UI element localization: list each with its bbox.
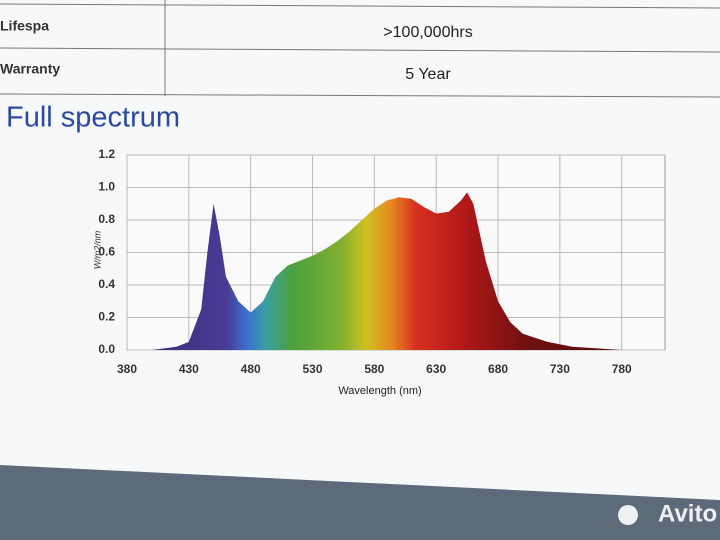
- x-tick-label: 480: [241, 362, 261, 376]
- y-tick-label: 1.2: [98, 147, 115, 161]
- watermark: Avito: [658, 500, 717, 527]
- row-label: Lifespa: [0, 18, 49, 34]
- y-tick-label: 0.4: [98, 277, 115, 291]
- y-tick-label: 0.2: [98, 310, 115, 324]
- x-tick-label: 630: [426, 362, 446, 376]
- watermark-logo: [618, 505, 638, 525]
- x-tick-label: 430: [179, 362, 199, 376]
- x-tick-label: 530: [303, 362, 323, 376]
- row-label: Warranty: [0, 61, 60, 77]
- spectrum-area: [127, 192, 622, 350]
- x-tick-label: 780: [612, 362, 632, 376]
- y-tick-label: 0.0: [98, 342, 115, 356]
- x-tick-label: 730: [550, 362, 570, 376]
- x-tick-label: 580: [364, 362, 384, 376]
- row-value: >100,000hrs: [383, 24, 472, 41]
- y-axis-label: W/m2/nm: [92, 230, 102, 269]
- y-tick-label: 0.6: [98, 245, 115, 259]
- x-axis-label: Wavelength (nm): [338, 385, 421, 397]
- spec-table: [0, 0, 720, 98]
- chart-title: Full spectrum: [6, 102, 180, 134]
- row-value: 5 Year: [405, 66, 451, 83]
- x-tick-label: 680: [488, 362, 508, 376]
- y-tick-label: 1.0: [98, 180, 115, 194]
- y-tick-label: 0.8: [98, 212, 115, 226]
- x-tick-label: 380: [117, 362, 137, 376]
